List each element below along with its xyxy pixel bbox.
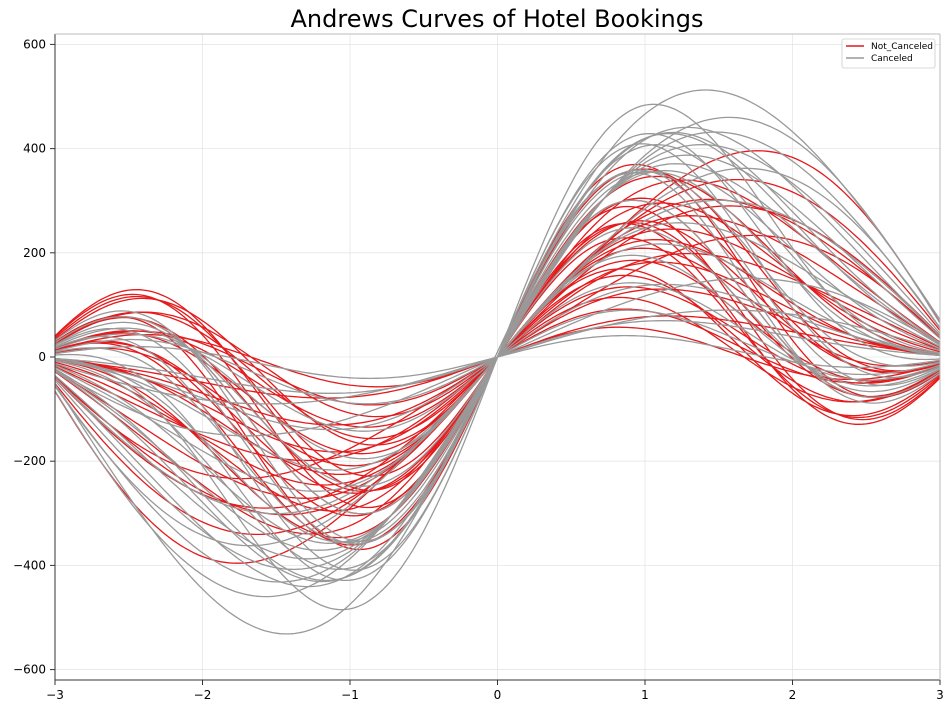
y-tick-label: −200 bbox=[13, 454, 46, 468]
legend-label-canceled: Canceled bbox=[871, 54, 913, 64]
x-tick-label: 3 bbox=[936, 688, 944, 702]
x-tick-label: 0 bbox=[494, 688, 502, 702]
y-tick-label: 400 bbox=[23, 142, 46, 156]
x-tick-label: 2 bbox=[789, 688, 797, 702]
y-tick-label: 600 bbox=[23, 37, 46, 51]
andrews-curve bbox=[54, 103, 941, 611]
series-canceled bbox=[54, 89, 941, 635]
y-tick-label: 0 bbox=[38, 350, 46, 364]
y-tick-label: 200 bbox=[23, 246, 46, 260]
y-tick-label: −600 bbox=[13, 663, 46, 677]
x-tick-label: −3 bbox=[46, 688, 64, 702]
x-tick-label: 1 bbox=[641, 688, 649, 702]
x-tick-label: −2 bbox=[194, 688, 212, 702]
ticks: −3 −2 −1 0 1 2 3 −600 −400 −200 0 200 400 600 bbox=[13, 37, 944, 702]
legend: Not_Canceled Canceled bbox=[841, 38, 936, 69]
legend-label-not-canceled: Not_Canceled bbox=[871, 42, 933, 52]
andrews-curve bbox=[54, 89, 941, 635]
y-tick-label: −400 bbox=[13, 558, 46, 572]
legend-box bbox=[841, 38, 936, 69]
series-layer bbox=[54, 89, 941, 635]
chart-title: Andrews Curves of Hotel Bookings bbox=[291, 5, 704, 33]
x-tick-label: −1 bbox=[341, 688, 359, 702]
